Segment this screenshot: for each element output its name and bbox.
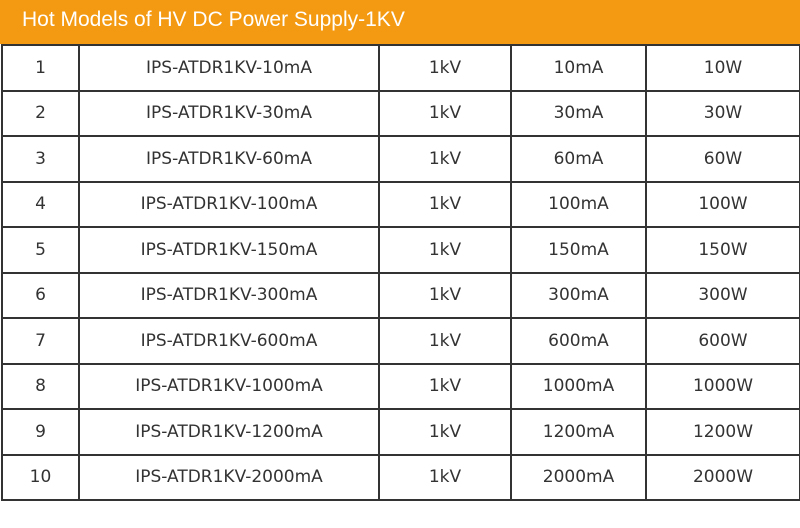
table-cell: IPS-ATDR1KV-150mA [78,226,380,274]
table-cell: 1 [1,44,80,92]
table-cell: 10mA [510,44,647,92]
table-cell: IPS-ATDR1KV-2000mA [78,453,380,501]
table-cell: 300mA [510,271,647,319]
table-cell: 1kV [378,226,512,274]
table-cell: 100mA [510,180,647,228]
table-cell: IPS-ATDR1KV-30mA [78,89,380,137]
table-row: 3 IPS-ATDR1KV-60mA 1kV 60mA 60W [1,135,800,183]
table-cell: 60mA [510,135,647,183]
table-cell: 30W [645,89,800,137]
table-cell: IPS-ATDR1KV-300mA [78,271,380,319]
table-cell: 1200W [645,408,800,456]
table-cell: 1kV [378,408,512,456]
table-cell: 5 [1,226,80,274]
table-cell: IPS-ATDR1KV-10mA [78,44,380,92]
table-cell: 6 [1,271,80,319]
table-cell: 10 [1,453,80,501]
table-cell: 1kV [378,271,512,319]
table-cell: 2 [1,89,80,137]
table-cell: 1000mA [510,362,647,410]
table-cell: 1kV [378,135,512,183]
table-cell: IPS-ATDR1KV-600mA [78,317,380,365]
table-cell: 600mA [510,317,647,365]
table-row: 4 IPS-ATDR1KV-100mA 1kV 100mA 100W [1,180,800,228]
table-cell: 1kV [378,317,512,365]
table-cell: 150W [645,226,800,274]
table-cell: 1000W [645,362,800,410]
table-cell: 1kV [378,362,512,410]
table-row: 8 IPS-ATDR1KV-1000mA 1kV 1000mA 1000W [1,362,800,410]
table-cell: 1kV [378,180,512,228]
table-cell: 1kV [378,453,512,501]
table-cell: 300W [645,271,800,319]
table-cell: IPS-ATDR1KV-100mA [78,180,380,228]
models-table: 1 IPS-ATDR1KV-10mA 1kV 10mA 10W 2 IPS-ATDR1KV-… [1,44,800,501]
table-cell: 4 [1,180,80,228]
table-cell: 100W [645,180,800,228]
table-cell: IPS-ATDR1KV-1200mA [78,408,380,456]
table-row: 5 IPS-ATDR1KV-150mA 1kV 150mA 150W [1,226,800,274]
table-cell: 30mA [510,89,647,137]
table-cell: 150mA [510,226,647,274]
table-cell: 600W [645,317,800,365]
table-row: 7 IPS-ATDR1KV-600mA 1kV 600mA 600W [1,317,800,365]
table-cell: 1kV [378,44,512,92]
table-row: 9 IPS-ATDR1KV-1200mA 1kV 1200mA 1200W [1,408,800,456]
table-cell: 3 [1,135,80,183]
table-cell: 9 [1,408,80,456]
table-cell: 10W [645,44,800,92]
table-cell: 7 [1,317,80,365]
table-cell: 60W [645,135,800,183]
table-cell: IPS-ATDR1KV-60mA [78,135,380,183]
table-cell: 2000mA [510,453,647,501]
table-cell: 8 [1,362,80,410]
table-row: 2 IPS-ATDR1KV-30mA 1kV 30mA 30W [1,89,800,137]
table-row: 6 IPS-ATDR1KV-300mA 1kV 300mA 300W [1,271,800,319]
table-row: 10 IPS-ATDR1KV-2000mA 1kV 2000mA 2000W [1,453,800,501]
header-title: Hot Models of HV DC Power Supply-1KV [22,8,405,31]
table-cell: 1200mA [510,408,647,456]
table-cell: 1kV [378,89,512,137]
table-cell: 2000W [645,453,800,501]
table-cell: IPS-ATDR1KV-1000mA [78,362,380,410]
header-bar: Hot Models of HV DC Power Supply-1KV [0,0,800,44]
table-row: 1 IPS-ATDR1KV-10mA 1kV 10mA 10W [1,44,800,92]
